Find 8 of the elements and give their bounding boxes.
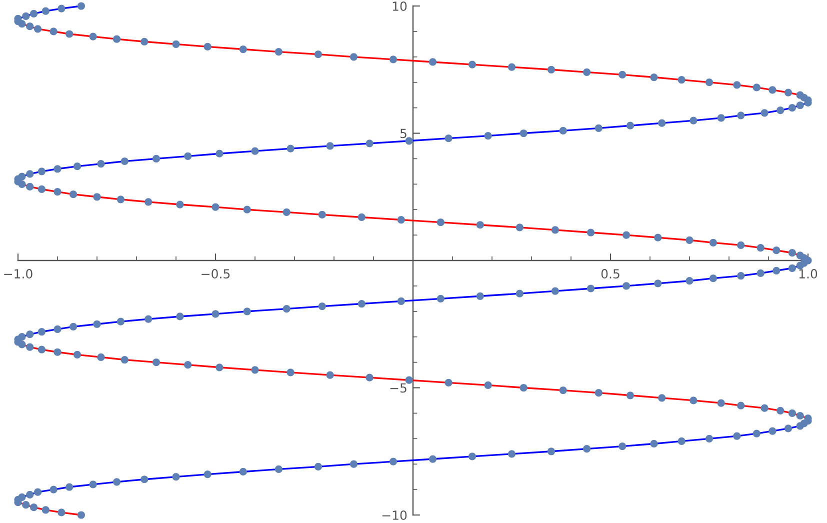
x-tick-label: −0.5 [202,269,230,279]
y-tick-label: 5 [400,128,406,138]
x-tick-label: 1.0 [799,269,818,279]
x-tick-label: 0.5 [601,269,620,279]
y-tick-label: −5 [390,383,406,393]
y-tick-label: 10 [392,1,407,11]
y-tick-label: −10 [382,510,407,520]
x-tick-label: −1.0 [4,269,32,279]
